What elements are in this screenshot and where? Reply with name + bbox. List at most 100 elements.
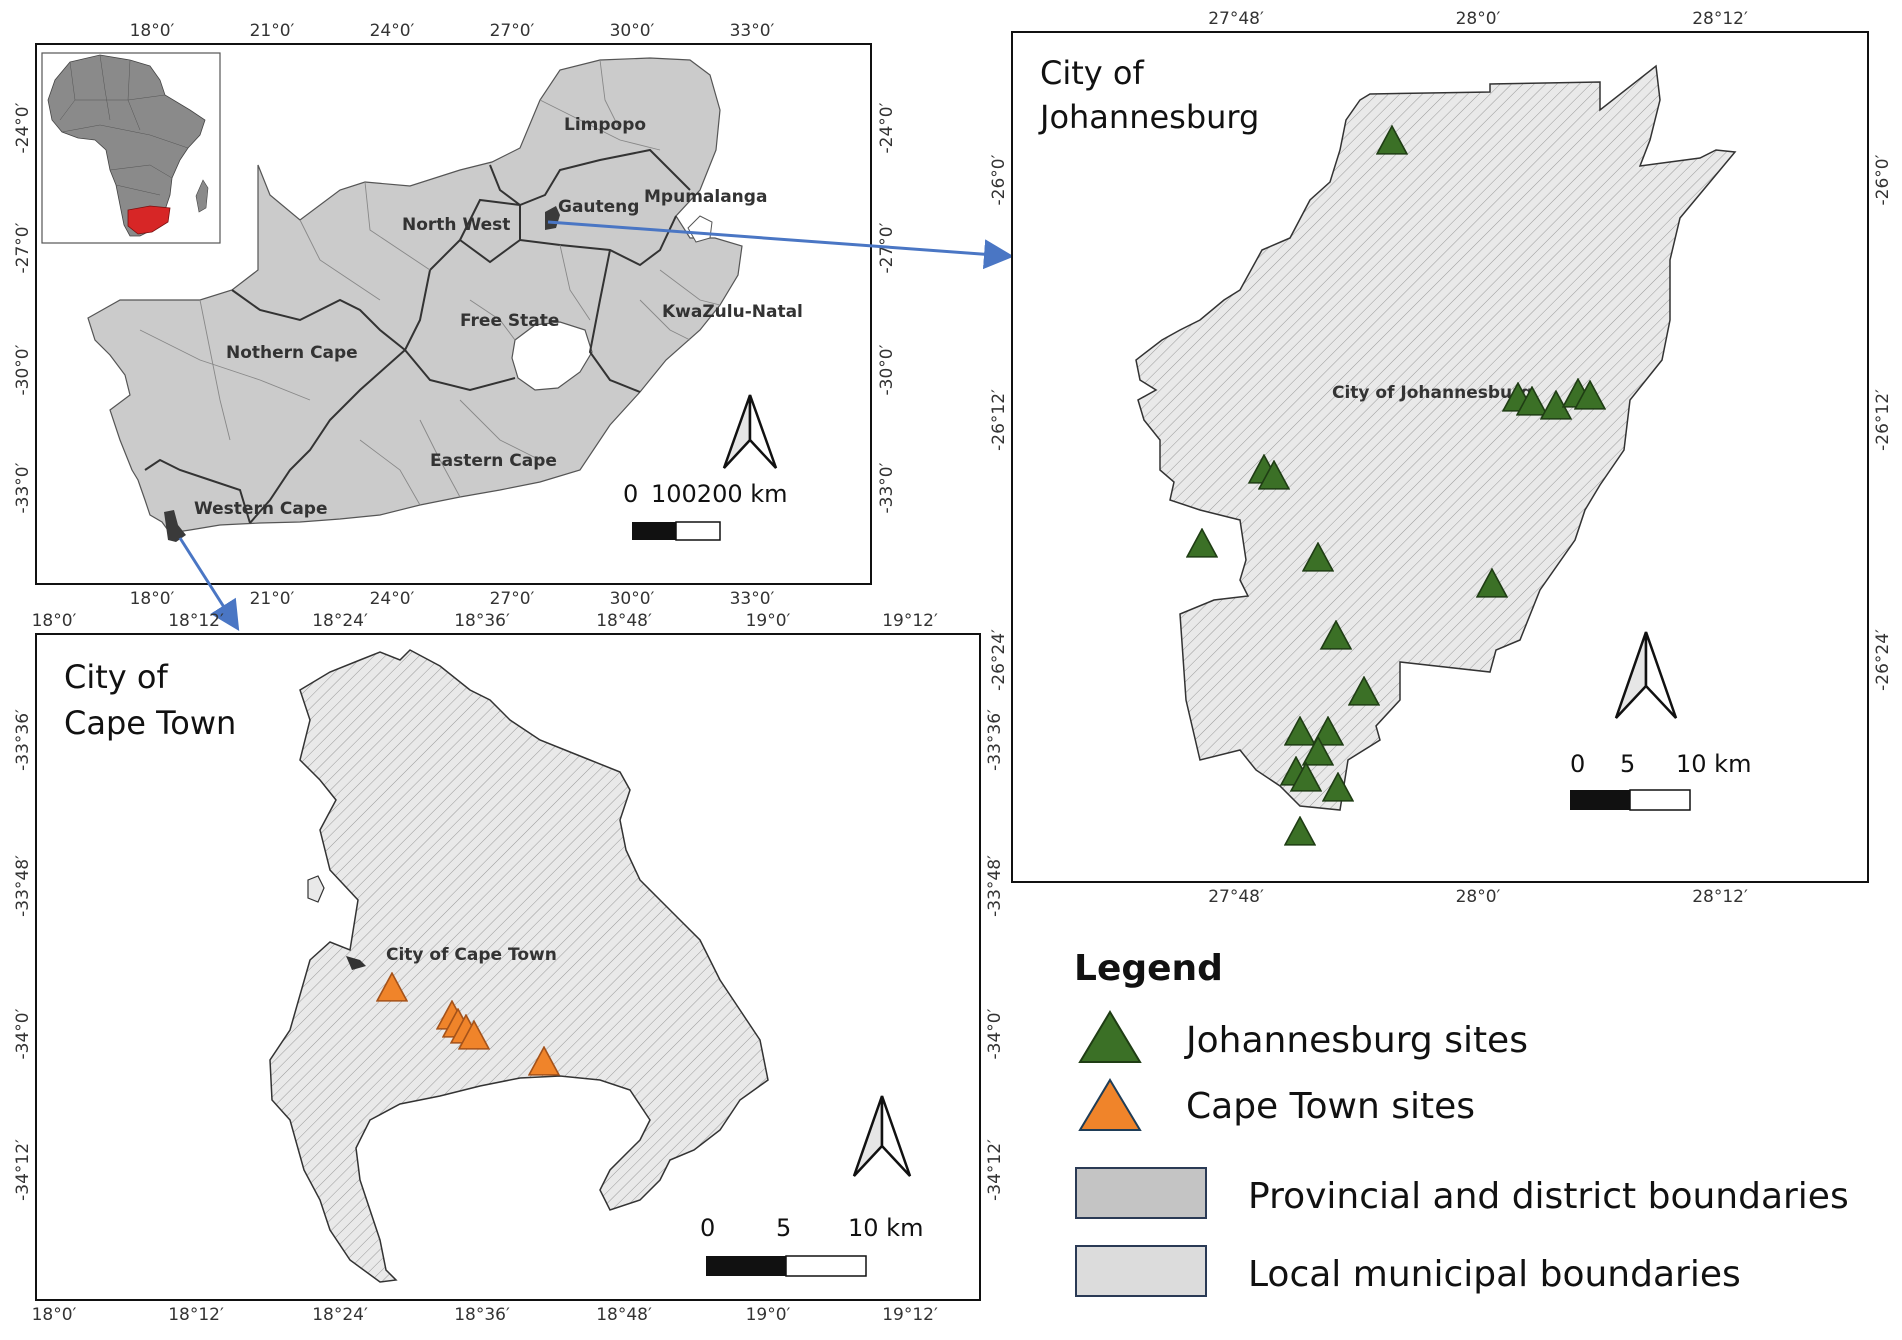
svg-text:18°48′: 18°48′: [596, 611, 652, 631]
svg-text:27°0′: 27°0′: [490, 21, 535, 41]
legend: Legend Johannesburg sites Cape Town site…: [1074, 948, 1849, 1297]
scale-label: 0: [1570, 750, 1585, 778]
north-arrow-cpt: [852, 1095, 912, 1177]
district-boundaries: [139, 59, 721, 506]
svg-text:-34°12′: -34°12′: [13, 1139, 33, 1201]
province-label: Eastern Cape: [430, 451, 557, 471]
south-africa-map: Limpopo Mpumalanga Gauteng North West Fr…: [13, 21, 897, 609]
svg-text:-30°0′: -30°0′: [877, 344, 897, 395]
svg-text:27°0′: 27°0′: [490, 589, 535, 609]
svg-text:19°12′: 19°12′: [882, 611, 938, 631]
scale-bar-main: [632, 521, 721, 541]
scale-label: 5: [776, 1214, 791, 1242]
jhb-title-line1: City of: [1040, 54, 1144, 92]
svg-text:-34°0′: -34°0′: [985, 1008, 1005, 1059]
cpt-map-coordinates: 18°0′ 18°12′ 18°24′ 18°36′ 18°48′ 19°0′ …: [13, 611, 1005, 1325]
legend-item-label: Cape Town sites: [1186, 1086, 1475, 1127]
svg-text:19°12′: 19°12′: [882, 1305, 938, 1325]
province-label: KwaZulu-Natal: [662, 302, 803, 322]
svg-text:33°0′: 33°0′: [730, 21, 775, 41]
svg-text:18°12′: 18°12′: [168, 1305, 224, 1325]
jhb-map-coordinates: 27°48′ 28°0′ 28°12′ 27°48′ 28°0′ 28°12′ …: [989, 9, 1893, 907]
svg-text:21°0′: 21°0′: [250, 589, 295, 609]
legend-item-label: Johannesburg sites: [1184, 1020, 1528, 1061]
legend-title: Legend: [1074, 948, 1223, 989]
scale-label: 100200 km: [651, 480, 788, 508]
svg-text:-26°24′: -26°24′: [989, 629, 1009, 691]
svg-text:30°0′: 30°0′: [610, 21, 655, 41]
johannesburg-municipality: [1135, 64, 1737, 811]
svg-text:18°36′: 18°36′: [454, 611, 510, 631]
cpt-coast-detail: [346, 956, 366, 970]
svg-text:27°48′: 27°48′: [1208, 9, 1264, 29]
svg-text:-34°0′: -34°0′: [13, 1008, 33, 1059]
svg-text:-34°12′: -34°12′: [985, 1139, 1005, 1201]
svg-text:-33°0′: -33°0′: [877, 462, 897, 513]
cpt-title-line2: Cape Town: [64, 704, 236, 742]
legend-orange-triangle-icon: [1078, 1078, 1142, 1131]
svg-text:-24°0′: -24°0′: [877, 102, 897, 153]
svg-text:-33°48′: -33°48′: [13, 855, 33, 917]
province-label: Free State: [460, 311, 559, 331]
svg-text:18°24′: 18°24′: [312, 1305, 368, 1325]
cape-town-highlight: [164, 510, 186, 542]
africa-inset: [41, 52, 221, 244]
svg-text:18°0′: 18°0′: [32, 611, 77, 631]
svg-text:33°0′: 33°0′: [730, 589, 775, 609]
svg-text:30°0′: 30°0′: [610, 589, 655, 609]
svg-text:28°0′: 28°0′: [1456, 9, 1501, 29]
svg-text:-33°48′: -33°48′: [985, 855, 1005, 917]
svg-text:-33°36′: -33°36′: [13, 709, 33, 771]
cpt-title-line1: City of: [64, 658, 168, 696]
svg-text:18°24′: 18°24′: [312, 611, 368, 631]
svg-text:28°12′: 28°12′: [1692, 887, 1748, 907]
arrow-to-cape-town: [178, 537, 240, 632]
scale-bar-jhb: [1570, 789, 1691, 811]
svg-text:-26°0′: -26°0′: [989, 154, 1009, 205]
svg-text:-26°12′: -26°12′: [1873, 389, 1893, 451]
province-label: Limpopo: [564, 115, 646, 135]
cape-town-map: City of Cape Town City of Cape Town 0 5 …: [13, 611, 1005, 1325]
main-map-coordinates: 18°0′ 21°0′ 24°0′ 27°0′ 30°0′ 33°0′ 18°0…: [13, 21, 897, 609]
scale-label: 0: [700, 1214, 715, 1242]
svg-text:18°0′: 18°0′: [130, 589, 175, 609]
legend-item-label: Provincial and district boundaries: [1248, 1176, 1849, 1217]
svg-text:27°48′: 27°48′: [1208, 887, 1264, 907]
legend-dark-grey-box-icon: [1075, 1167, 1207, 1219]
svg-text:-26°0′: -26°0′: [1873, 154, 1893, 205]
province-label: Western Cape: [194, 499, 328, 519]
province-label: Gauteng: [558, 197, 639, 217]
svg-text:28°12′: 28°12′: [1692, 9, 1748, 29]
province-label: North West: [402, 215, 510, 235]
svg-text:18°12′: 18°12′: [168, 611, 224, 631]
svg-text:24°0′: 24°0′: [370, 21, 415, 41]
province-label: Mpumalanga: [644, 187, 767, 207]
africa-country-borders: [59, 54, 189, 196]
cpt-city-label: City of Cape Town: [386, 945, 557, 965]
legend-light-grey-box-icon: [1075, 1245, 1207, 1297]
svg-text:24°0′: 24°0′: [370, 589, 415, 609]
provincial-boundaries: [144, 148, 691, 524]
scale-label: 10 km: [1676, 750, 1751, 778]
svg-text:18°48′: 18°48′: [596, 1305, 652, 1325]
svg-text:-27°0′: -27°0′: [13, 222, 33, 273]
svg-text:18°0′: 18°0′: [130, 21, 175, 41]
svg-text:-26°12′: -26°12′: [989, 389, 1009, 451]
cape-town-municipality: [269, 649, 769, 1283]
svg-text:-33°36′: -33°36′: [985, 709, 1005, 771]
robben-island: [307, 875, 325, 903]
legend-green-triangle-icon: [1078, 1010, 1142, 1063]
svg-text:18°0′: 18°0′: [32, 1305, 77, 1325]
svg-text:28°0′: 28°0′: [1456, 887, 1501, 907]
svg-text:19°0′: 19°0′: [746, 1305, 791, 1325]
svg-text:21°0′: 21°0′: [250, 21, 295, 41]
madagascar: [195, 179, 209, 213]
arrow-to-johannesburg: [547, 220, 1014, 270]
svg-text:-33°0′: -33°0′: [13, 462, 33, 513]
south-africa-land: [87, 57, 743, 534]
svg-text:19°0′: 19°0′: [746, 611, 791, 631]
scale-label: 0: [623, 480, 638, 508]
svg-text:18°36′: 18°36′: [454, 1305, 510, 1325]
legend-item-label: Local municipal boundaries: [1248, 1254, 1741, 1295]
eswatini: [687, 215, 713, 243]
